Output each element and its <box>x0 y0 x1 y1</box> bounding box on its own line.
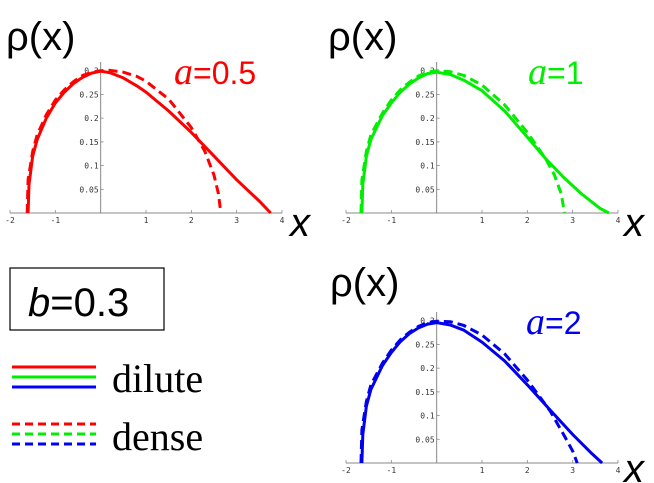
y-axis-label: ρ(x) <box>328 15 397 59</box>
parameter-label: a=2 <box>526 301 581 343</box>
y-tick-label: 0.15 <box>79 138 98 147</box>
x-tick-label: 2 <box>525 466 530 475</box>
y-tick-label: 0.25 <box>79 90 98 99</box>
x-axis-label: x <box>622 447 646 483</box>
x-tick-label: 4 <box>616 216 621 225</box>
plot-area: -2 -1 1 2 3 4 0.05 0.1 0.15 0.2 0.25 0.3 <box>5 62 285 225</box>
x-tick-label: 3 <box>570 216 575 225</box>
y-tick-label: 0.05 <box>79 185 98 194</box>
y-tick-label: 0.2 <box>84 114 99 123</box>
x-tick-label: -1 <box>51 216 61 225</box>
x-tick-label: -2 <box>341 466 351 475</box>
dilute-curve <box>26 69 272 215</box>
parameter-name: a <box>526 301 545 343</box>
y-axis-label: ρ(x) <box>6 15 75 59</box>
x-tick-label: 2 <box>189 216 194 225</box>
plot-area: -2 -1 1 2 3 4 0.05 0.1 0.15 0.2 0.25 0.3 <box>341 62 621 225</box>
x-axis-label: x <box>622 201 646 245</box>
b-name: b <box>28 281 50 325</box>
x-axis-label: x <box>288 201 312 245</box>
x-tick-label: 3 <box>570 466 575 475</box>
dense-curve <box>359 319 579 464</box>
y-tick-label: 0.15 <box>415 388 434 397</box>
x-tick-label: -2 <box>5 216 15 225</box>
y-tick-label: 0.2 <box>420 364 435 373</box>
y-tick-label: 0.05 <box>415 185 434 194</box>
legend-label-dense: dense <box>112 414 203 459</box>
chart-panel-a-1: ρ(x) x a=1 -2 -1 1 2 3 4 0.05 0.1 0.15 0.2 0.25 0.3 <box>328 15 646 245</box>
y-tick-label: 0.3 <box>420 317 435 326</box>
x-tick-label: 1 <box>480 216 485 225</box>
b-parameter-label: b=0.3 <box>28 281 129 325</box>
y-tick-label: 0.15 <box>415 138 434 147</box>
b-parameter-box: b=0.3 <box>9 267 165 331</box>
y-tick-label: 0.25 <box>415 90 434 99</box>
x-tick-label: 3 <box>234 216 239 225</box>
parameter-value: =1 <box>547 55 583 91</box>
chart-panel-a-2: ρ(x) x a=2 -2 -1 1 2 3 4 0.05 0.1 0.15 0.2 0.25 0.3 <box>330 261 646 483</box>
x-tick-label: -1 <box>387 466 397 475</box>
y-axis-label: ρ(x) <box>330 261 399 305</box>
parameter-value: =0.5 <box>193 55 256 91</box>
x-tick-label: -1 <box>387 216 397 225</box>
x-tick-label: 4 <box>280 216 285 225</box>
legend: dilute dense <box>12 356 203 459</box>
parameter-value: =2 <box>545 305 581 341</box>
y-tick-label: 0.3 <box>420 67 435 76</box>
dense-curve <box>359 69 566 214</box>
x-tick-label: -2 <box>341 216 351 225</box>
y-tick-label: 0.05 <box>415 435 434 444</box>
x-tick-label: 1 <box>144 216 149 225</box>
dense-curve <box>25 68 223 214</box>
y-tick-label: 0.1 <box>84 162 99 171</box>
parameter-name: a <box>528 51 547 93</box>
legend-label-dilute: dilute <box>112 356 203 401</box>
y-tick-label: 0.3 <box>84 67 99 76</box>
x-tick-label: 2 <box>525 216 530 225</box>
x-tick-label: 4 <box>616 466 621 475</box>
parameter-name: a <box>174 51 193 93</box>
parameter-label: a=1 <box>528 51 583 93</box>
x-tick-label: 1 <box>480 466 485 475</box>
y-tick-label: 0.1 <box>420 162 435 171</box>
y-tick-label: 0.1 <box>420 412 435 421</box>
plot-area: -2 -1 1 2 3 4 0.05 0.1 0.15 0.2 0.25 0.3 <box>341 312 621 475</box>
b-box-frame <box>9 267 165 331</box>
y-tick-label: 0.25 <box>415 340 434 349</box>
parameter-label: a=0.5 <box>174 51 256 93</box>
b-value: =0.3 <box>50 281 129 325</box>
chart-panel-a-0.5: ρ(x) x a=0.5 -2 -1 1 2 3 4 0.05 0.1 0.15 0.2 0.25 0… <box>5 15 312 245</box>
y-tick-label: 0.2 <box>420 114 435 123</box>
